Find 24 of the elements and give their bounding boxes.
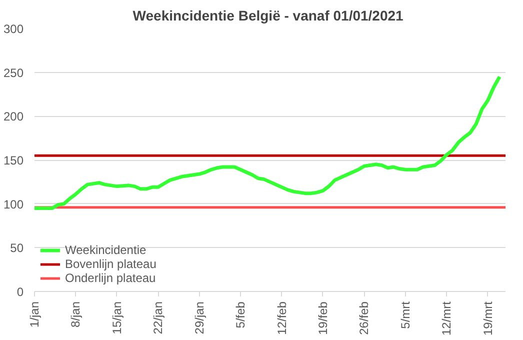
y-tick-label: 0 bbox=[16, 285, 24, 299]
x-tick-label: 19/mrt bbox=[480, 300, 495, 336]
legend-label: Weekincidentie bbox=[65, 243, 146, 257]
legend-label: Onderlijn plateau bbox=[65, 271, 156, 285]
x-tick-label: 26/feb bbox=[357, 301, 372, 335]
legend-label: Bovenlijn plateau bbox=[65, 257, 156, 271]
x-tick-label: 29/jan bbox=[192, 301, 206, 334]
x-tick-label: 22/jan bbox=[151, 301, 166, 334]
x-tick-label: 15/jan bbox=[110, 301, 124, 334]
y-tick-label: 50 bbox=[10, 241, 24, 256]
x-tick-label: 5/feb bbox=[234, 301, 248, 328]
x-tick-label: 1/jan bbox=[28, 301, 42, 328]
y-tick-label: 300 bbox=[3, 22, 24, 36]
line-series bbox=[34, 74, 502, 210]
x-tick-label: 5/mrt bbox=[398, 300, 412, 329]
y-tick-label: 150 bbox=[3, 154, 24, 168]
x-tick-label: 8/jan bbox=[68, 301, 83, 328]
y-tick-label: 200 bbox=[3, 110, 24, 124]
chart-title: Weekincidentie België - vanaf 01/01/2021 bbox=[132, 8, 404, 24]
y-tick-label: 250 bbox=[3, 66, 24, 80]
x-tick-label: 12/mrt bbox=[440, 300, 454, 336]
x-tick-label: 19/feb bbox=[316, 301, 330, 335]
x-tick-label: 12/feb bbox=[274, 301, 289, 335]
y-tick-label: 100 bbox=[3, 197, 24, 212]
